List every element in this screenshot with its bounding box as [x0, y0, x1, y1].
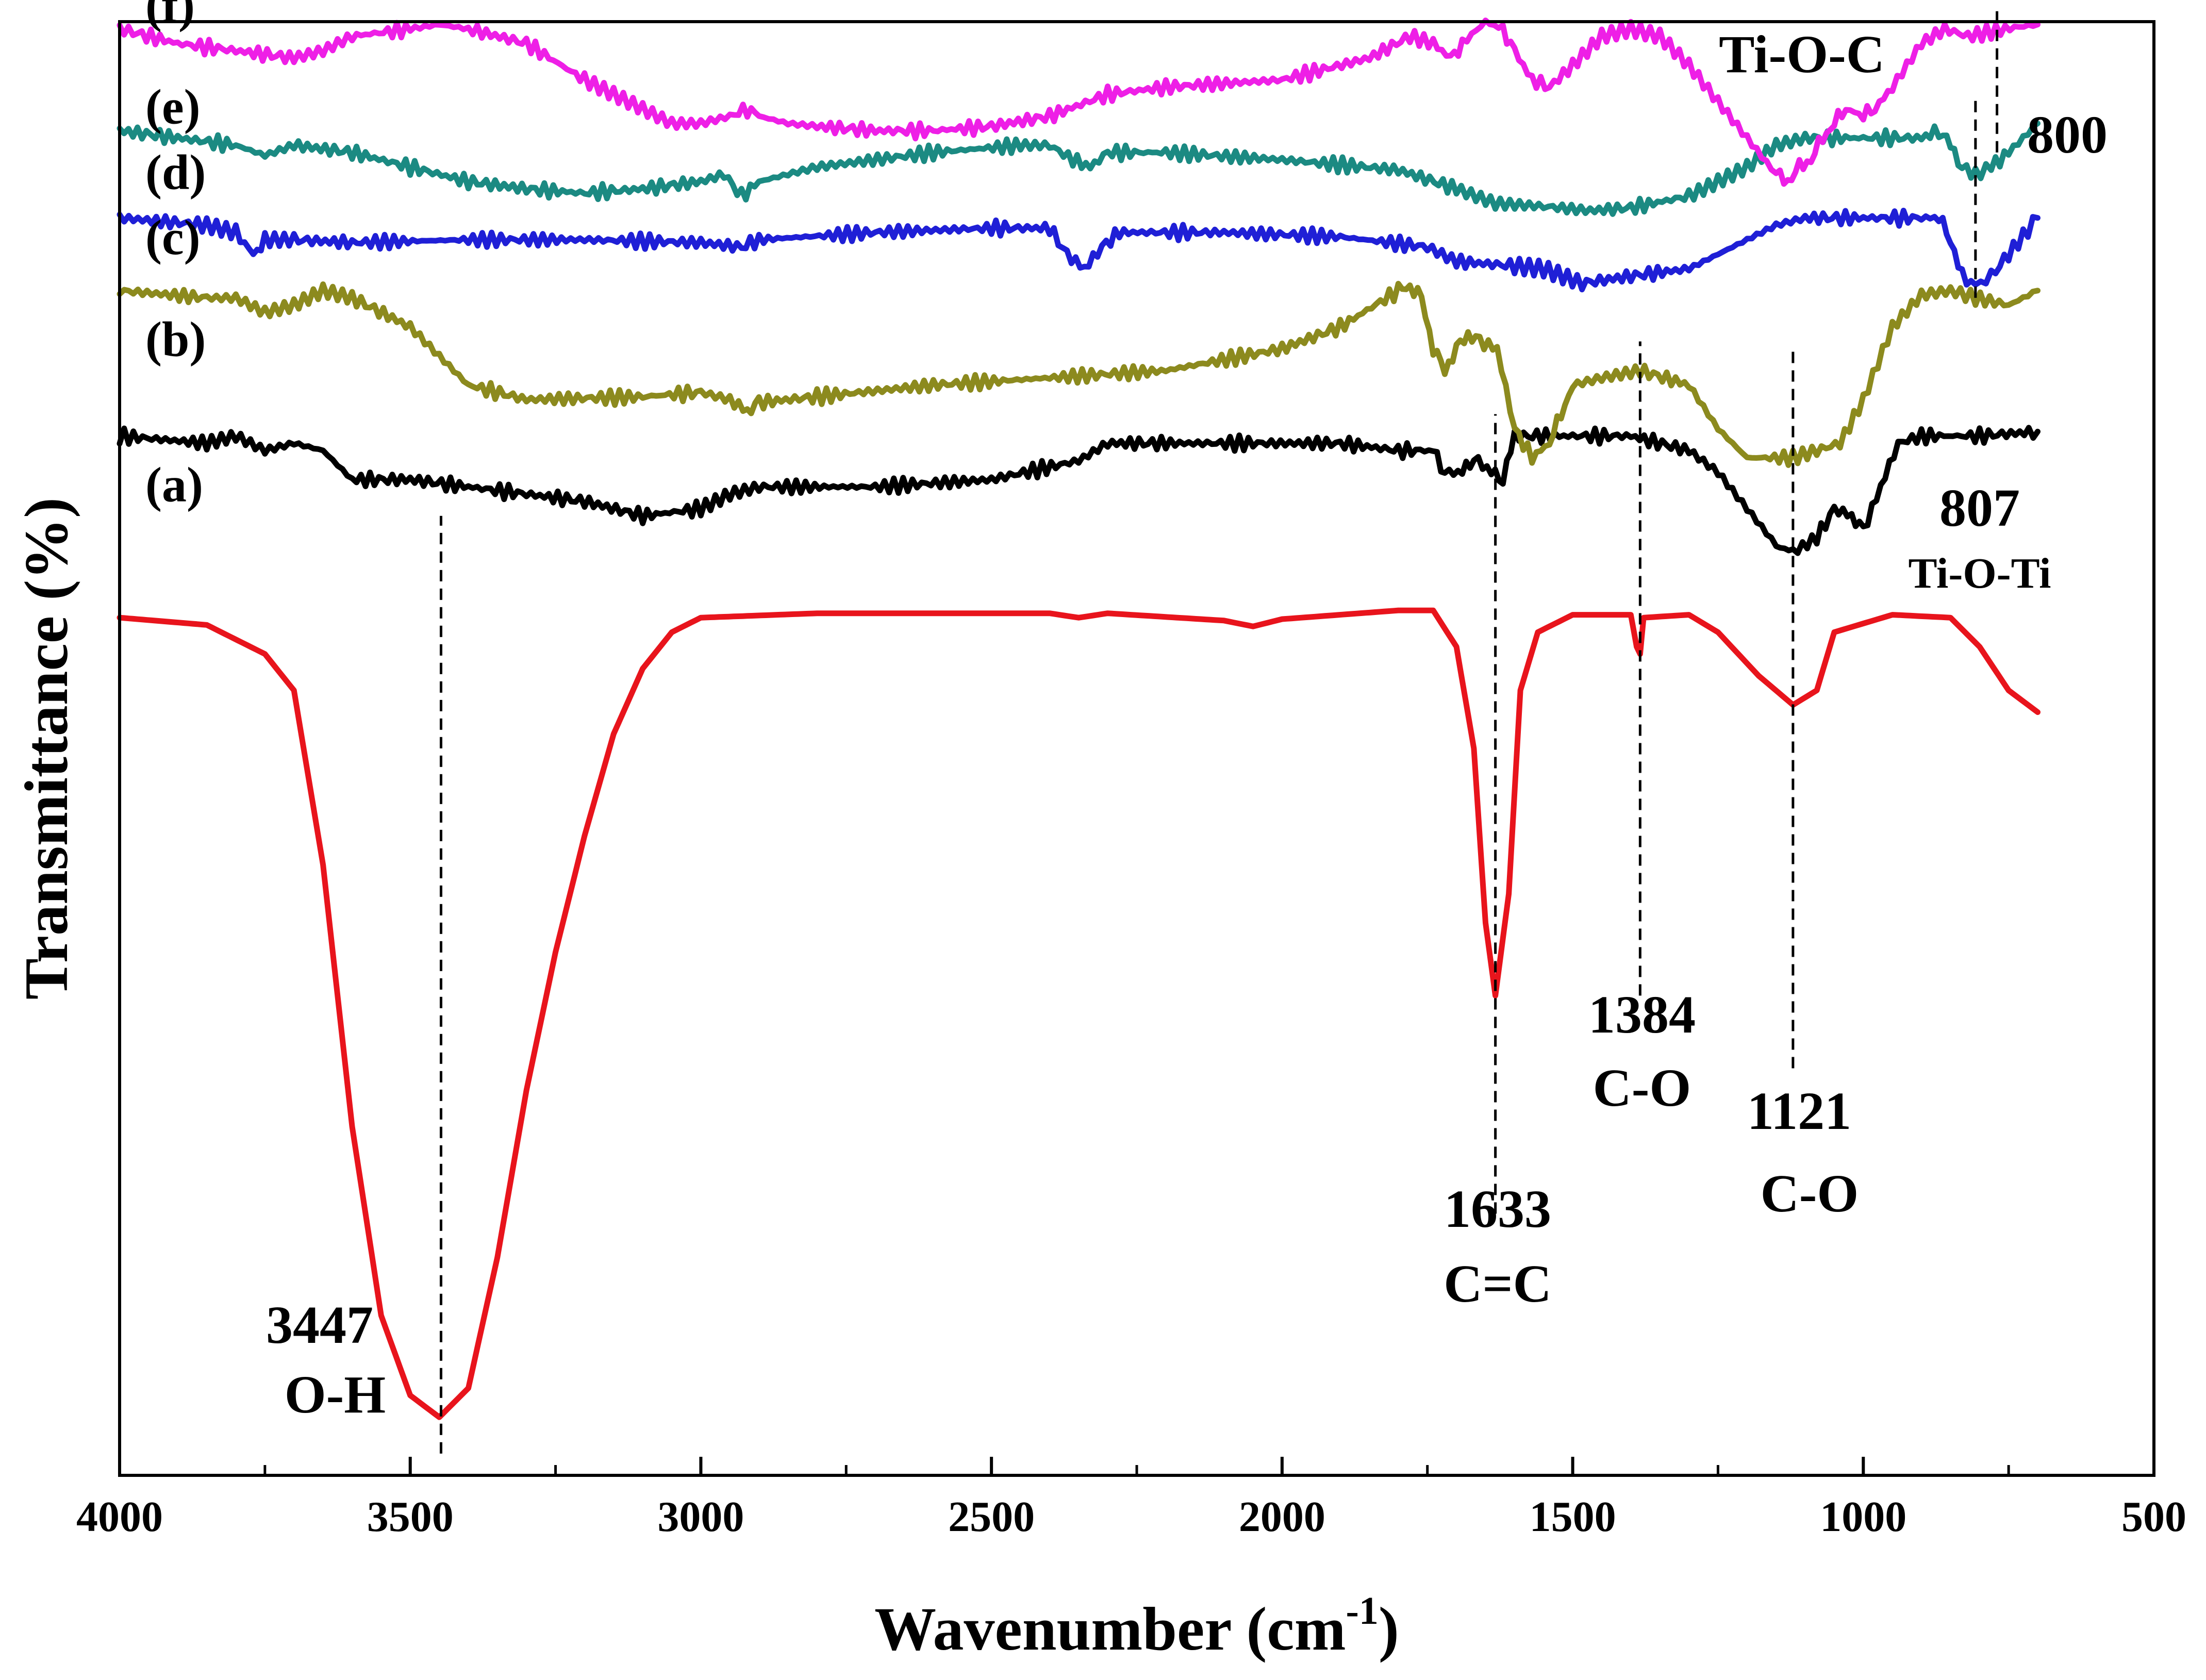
spectrum-line-f	[117, 18, 2041, 187]
peak-annotation-label: C=C	[1444, 1254, 1551, 1313]
x-tick-label: 3500	[367, 1493, 454, 1541]
peak-annotation-label: 800	[2027, 105, 2108, 164]
series-label: (b)	[145, 312, 206, 367]
series-label: (f)	[145, 0, 195, 32]
x-axis-title: Wavenumber (cm-1)	[874, 1589, 1399, 1663]
peak-annotation-label: 1633	[1444, 1179, 1551, 1239]
spectrum-line-b	[117, 425, 2041, 556]
x-axis-title-main: Wavenumber (cm	[874, 1594, 1346, 1663]
spectrum-line-a	[117, 607, 2041, 1420]
peak-annotation-label: O-H	[285, 1365, 386, 1424]
peak-annotation-label: 807	[1939, 478, 2020, 538]
x-axis-ticks: 4000 3500 3000 2500 2000 1500 1000 500	[76, 1457, 2186, 1541]
x-tick-label: 1000	[1820, 1493, 1906, 1541]
annotation-labels: (a) (b) (c) (d) (e) (f) 3447 O-H 1633 C=C 1384 C-O 1…	[145, 0, 2108, 1424]
spectrum-line-e	[117, 120, 2041, 217]
x-tick-label: 1500	[1530, 1493, 1616, 1541]
peak-annotation-label: C-O	[1593, 1058, 1691, 1118]
plot-frame	[118, 20, 2155, 1477]
series-layer	[117, 18, 2041, 1420]
x-tick-label: 3000	[657, 1493, 744, 1541]
spectrum-line-c	[117, 280, 2041, 468]
peak-annotation-label: 1121	[1747, 1082, 1851, 1141]
series-label: (e)	[145, 79, 201, 134]
x-tick-label: 2000	[1239, 1493, 1325, 1541]
x-tick-label: 2500	[948, 1493, 1035, 1541]
y-axis-title: Transmittance (%)	[12, 497, 80, 1000]
guide-lines	[439, 7, 1999, 1454]
peak-annotation-label: Ti-O-Ti	[1909, 550, 2051, 597]
series-label: (a)	[145, 457, 203, 512]
series-label: (d)	[145, 144, 206, 199]
x-axis-title-close: )	[1379, 1594, 1399, 1663]
spectrum-line-d	[117, 208, 2041, 293]
x-axis-title-superscript: -1	[1346, 1589, 1379, 1633]
series-label: (c)	[145, 210, 201, 265]
peak-annotation-label: 1384	[1588, 985, 1696, 1044]
peak-annotation-label: C-O	[1761, 1164, 1859, 1223]
x-tick-label: 500	[2121, 1493, 2186, 1541]
x-tick-label: 4000	[76, 1493, 163, 1541]
peak-annotation-label: 3447	[266, 1295, 373, 1355]
peak-annotation-label: Ti-O-C	[1719, 25, 1885, 84]
